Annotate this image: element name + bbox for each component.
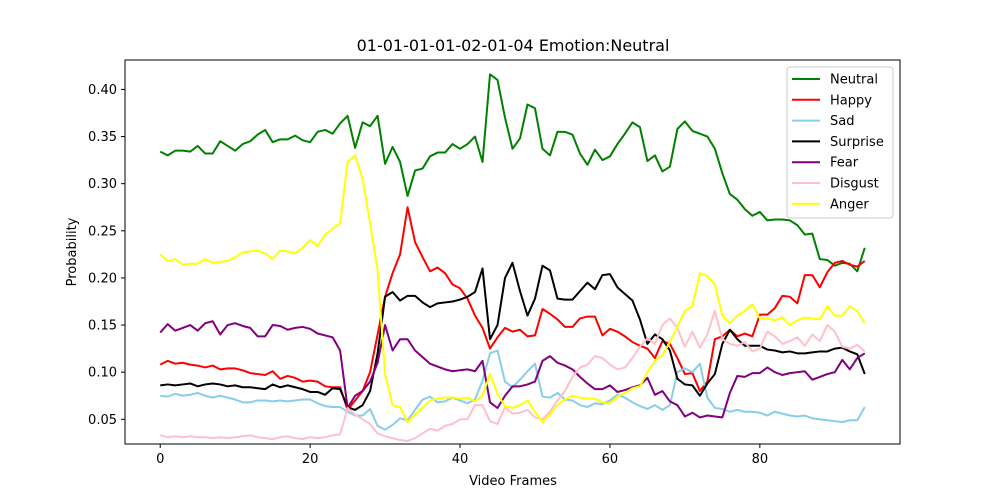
x-axis: 0 20 40 60 80 bbox=[156, 444, 768, 467]
series-line-fear bbox=[159, 320, 866, 419]
x-tick-label: 40 bbox=[452, 452, 469, 467]
legend-label-disgust: Disgust bbox=[830, 177, 879, 192]
x-axis-label: Video Frames bbox=[469, 474, 557, 489]
legend: Neutral Happy Sad Surprise Fear Disgust Anger bbox=[786, 66, 894, 219]
y-tick-label: 0.15 bbox=[88, 319, 117, 334]
y-tick-label: 0.10 bbox=[88, 366, 117, 381]
y-tick-label: 0.30 bbox=[88, 177, 117, 192]
y-axis-label: Probability bbox=[65, 217, 80, 286]
chart-title: 01-01-01-01-02-01-04 Emotion:Neutral bbox=[357, 36, 670, 55]
x-tick-label: 0 bbox=[156, 452, 164, 467]
y-tick-label: 0.40 bbox=[88, 83, 117, 98]
series-line-neutral bbox=[159, 73, 866, 273]
series-line-happy bbox=[159, 206, 866, 411]
series-line-anger bbox=[159, 154, 866, 424]
series-line-disgust bbox=[159, 309, 866, 442]
legend-label-sad: Sad bbox=[830, 114, 854, 129]
legend-label-happy: Happy bbox=[830, 93, 872, 108]
legend-label-neutral: Neutral bbox=[830, 73, 878, 88]
y-tick-label: 0.25 bbox=[88, 224, 117, 239]
legend-label-surprise: Surprise bbox=[830, 135, 884, 150]
y-axis: 0.05 0.10 0.15 0.20 0.25 0.30 0.35 0.40 bbox=[88, 83, 125, 428]
x-tick-label: 80 bbox=[752, 452, 769, 467]
legend-label-anger: Anger bbox=[830, 197, 869, 212]
y-tick-label: 0.05 bbox=[88, 413, 117, 428]
plot-area bbox=[159, 73, 866, 442]
legend-box bbox=[786, 66, 894, 219]
y-tick-label: 0.20 bbox=[88, 271, 117, 286]
x-tick-label: 60 bbox=[602, 452, 619, 467]
plot-frame bbox=[124, 59, 901, 445]
legend-label-fear: Fear bbox=[830, 156, 859, 171]
y-tick-label: 0.35 bbox=[88, 130, 117, 145]
x-tick-label: 20 bbox=[302, 452, 319, 467]
